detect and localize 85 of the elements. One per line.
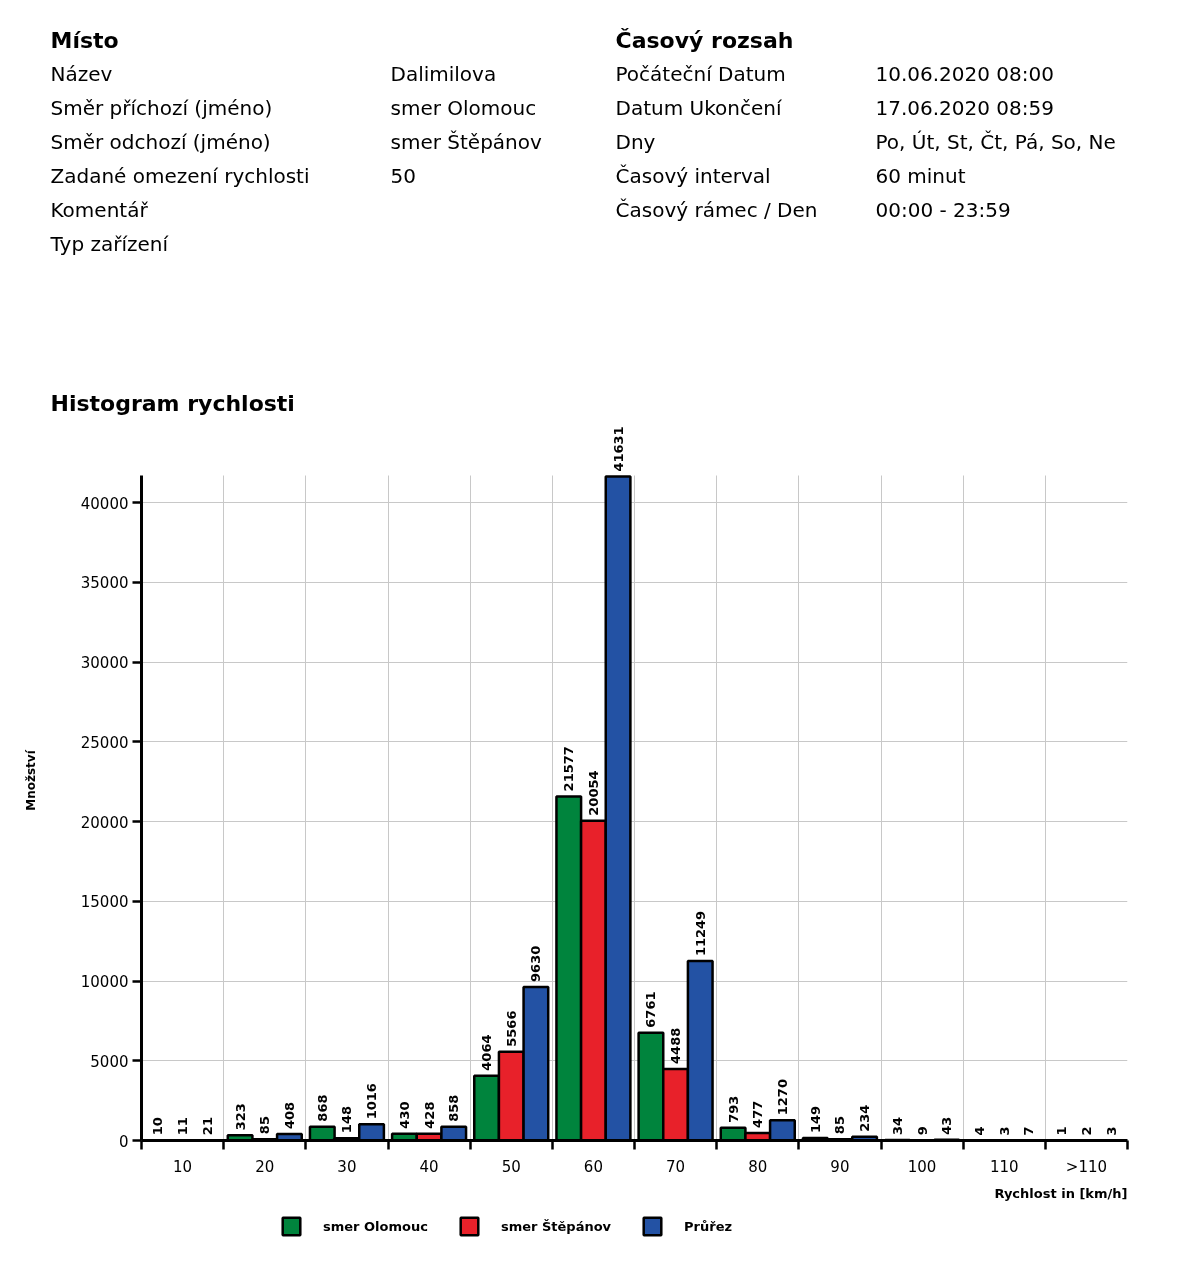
text: 17.06.2020 08:59 bbox=[875, 95, 1055, 120]
data-label: 7 bbox=[1021, 1126, 1037, 1136]
x-tick-label: >110 bbox=[1065, 1157, 1108, 1176]
data-label: 11249 bbox=[692, 910, 708, 957]
x-tick-label: 50 bbox=[501, 1157, 521, 1176]
x-tick-label: 20 bbox=[255, 1157, 275, 1176]
category-label: Typ zařízení bbox=[49, 231, 170, 256]
data-label: 149 bbox=[807, 1105, 823, 1134]
data-label: 858 bbox=[446, 1094, 462, 1122]
category-label: Datum Ukončení bbox=[615, 95, 783, 120]
data-label: 34 bbox=[889, 1116, 905, 1135]
data-label: 4064 bbox=[479, 1034, 495, 1071]
data-label: 1270 bbox=[774, 1079, 790, 1116]
y-axis-title: Množství bbox=[23, 749, 38, 811]
text: smer Olomouc bbox=[390, 95, 537, 120]
data-label: 2 bbox=[1078, 1126, 1094, 1136]
text: 60 minut bbox=[875, 163, 966, 188]
x-tick-label: 90 bbox=[830, 1157, 850, 1176]
x-tick-label: 60 bbox=[583, 1157, 603, 1176]
category-label: Počáteční Datum bbox=[615, 61, 786, 86]
category-label: Časový rámec / Den bbox=[615, 197, 818, 222]
category-label: Komentář bbox=[50, 197, 149, 222]
category-label: Dny bbox=[615, 129, 656, 154]
x-tick-label: 40 bbox=[419, 1157, 439, 1176]
x-tick-label: 10 bbox=[173, 1157, 193, 1176]
legend-label: smer Štěpánov bbox=[500, 1218, 612, 1234]
data-label: 1 bbox=[1054, 1126, 1070, 1136]
data-label: 10 bbox=[150, 1117, 166, 1136]
data-label: 5566 bbox=[503, 1010, 519, 1047]
data-label: 9630 bbox=[528, 945, 544, 982]
data-label: 430 bbox=[396, 1101, 412, 1129]
data-label: 20054 bbox=[585, 770, 601, 816]
data-label: 408 bbox=[281, 1101, 297, 1129]
category-label: Časový interval bbox=[615, 163, 771, 188]
data-label: 793 bbox=[725, 1095, 741, 1123]
legend-label: smer Olomouc bbox=[323, 1218, 428, 1234]
data-label: 1016 bbox=[364, 1083, 380, 1120]
text: 00:00 - 23:59 bbox=[875, 197, 1011, 222]
category-label: Směr příchozí (jméno) bbox=[50, 95, 273, 120]
data-label: 868 bbox=[314, 1094, 330, 1122]
category-label: Zadané omezení rychlosti bbox=[50, 163, 310, 188]
text: Místo bbox=[50, 28, 119, 53]
y-tick-label: 0 bbox=[118, 1132, 129, 1151]
category-label: Směr odchozí (jméno) bbox=[50, 129, 271, 154]
data-label: 477 bbox=[750, 1100, 766, 1128]
data-label: 4488 bbox=[668, 1027, 684, 1064]
text: Po, Út, St, Čt, Pá, So, Ne bbox=[875, 129, 1116, 154]
category-label: Název bbox=[50, 61, 113, 86]
chart-title: Histogram rychlosti bbox=[50, 390, 295, 416]
data-label: 9 bbox=[914, 1126, 930, 1136]
text: 50 bbox=[390, 163, 416, 188]
y-tick-label: 5000 bbox=[90, 1052, 129, 1071]
data-label: 21 bbox=[199, 1117, 215, 1136]
text: 10.06.2020 08:00 bbox=[875, 61, 1055, 86]
y-tick-label: 25000 bbox=[80, 733, 129, 752]
data-label: 43 bbox=[939, 1116, 955, 1135]
x-tick-label: 70 bbox=[666, 1157, 686, 1176]
text: Dalimilova bbox=[390, 61, 497, 86]
data-label: 428 bbox=[421, 1101, 437, 1129]
x-tick-label: 30 bbox=[337, 1157, 357, 1176]
data-label: 85 bbox=[257, 1116, 273, 1135]
data-label: 41631 bbox=[610, 426, 626, 472]
x-tick-label: 100 bbox=[907, 1157, 937, 1176]
data-label: 323 bbox=[232, 1103, 248, 1131]
y-tick-label: 10000 bbox=[80, 973, 129, 992]
x-tick-label: 110 bbox=[989, 1157, 1019, 1176]
text: Časový rozsah bbox=[615, 28, 794, 53]
x-axis-title: Rychlost in [km/h] bbox=[994, 1185, 1128, 1201]
y-tick-label: 15000 bbox=[80, 893, 129, 912]
y-tick-label: 20000 bbox=[80, 813, 129, 832]
text: smer Štěpánov bbox=[390, 129, 542, 154]
data-label: 11 bbox=[175, 1117, 191, 1136]
data-label: 6761 bbox=[643, 991, 659, 1028]
data-label: 3 bbox=[996, 1126, 1012, 1136]
data-label: 234 bbox=[857, 1104, 873, 1132]
data-label: 21577 bbox=[561, 746, 577, 792]
data-label: 4 bbox=[972, 1126, 988, 1136]
legend-label: Průřez bbox=[684, 1218, 733, 1234]
data-label: 85 bbox=[832, 1116, 848, 1135]
data-label: 3 bbox=[1103, 1126, 1119, 1136]
y-tick-label: 40000 bbox=[80, 494, 129, 513]
y-tick-label: 35000 bbox=[80, 574, 129, 593]
data-label: 148 bbox=[339, 1106, 355, 1134]
y-tick-label: 30000 bbox=[80, 654, 129, 673]
x-tick-label: 80 bbox=[748, 1157, 768, 1176]
